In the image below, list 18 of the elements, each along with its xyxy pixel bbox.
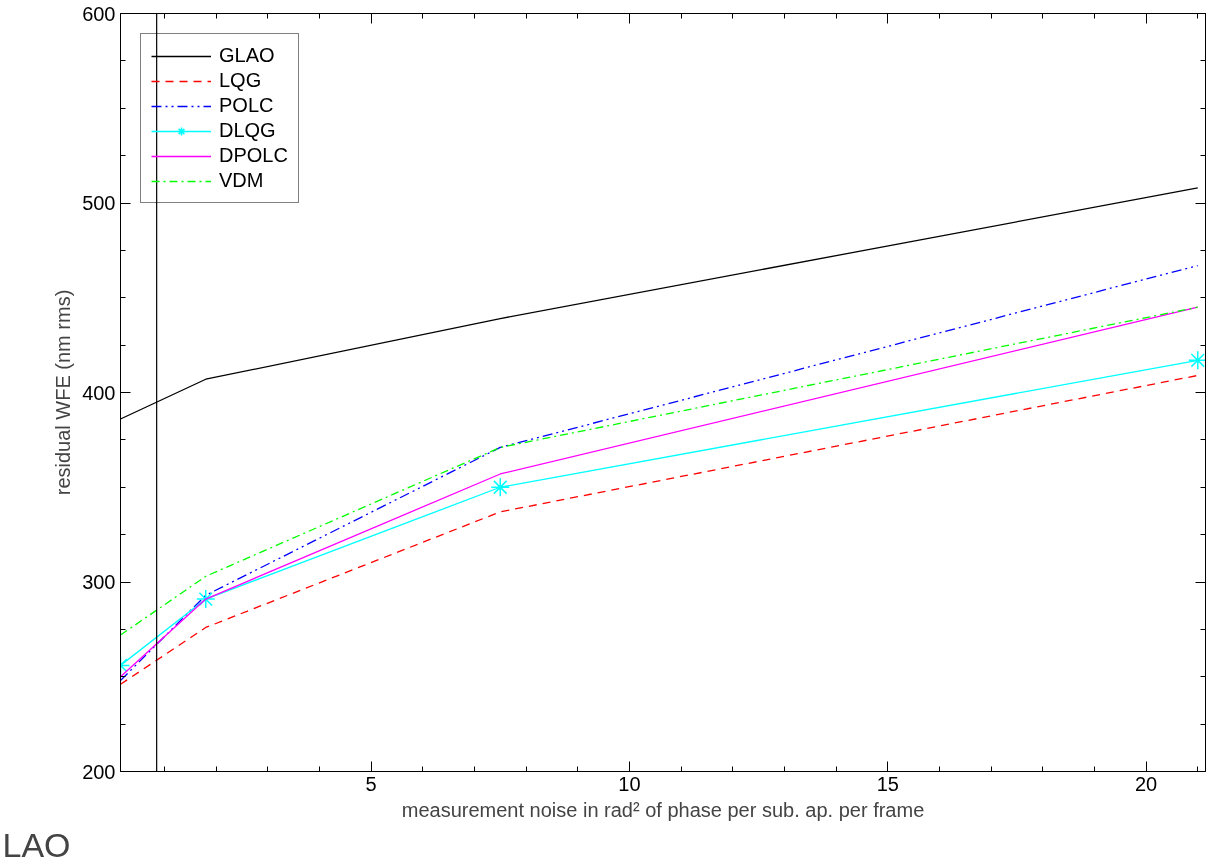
y-tick-label: 500 [82,192,116,214]
y-axis-title: residual WFE (nm rms) [52,289,75,496]
text: LAO [2,825,71,863]
y-tick-label: 600 [82,2,116,25]
x-tick-label: 15 [876,772,899,795]
legend-label: POLC [219,94,274,117]
legend-label: LQG [219,69,262,92]
x-tick-label: 20 [1134,772,1158,795]
legend-label: DPOLC [219,144,288,167]
x-tick-label: 5 [365,772,377,795]
legend-label: DLQG [219,119,276,142]
x-tick-label: 10 [618,772,641,795]
legend-label: GLAO [219,44,275,67]
y-tick-label: 300 [82,571,116,593]
legend-label: VDM [219,169,264,192]
y-tick-label: 400 [82,381,116,404]
y-tick-label: 200 [82,760,116,783]
x-axis-title: measurement noise in rad² of phase per sub. ap. per frame [401,798,925,821]
